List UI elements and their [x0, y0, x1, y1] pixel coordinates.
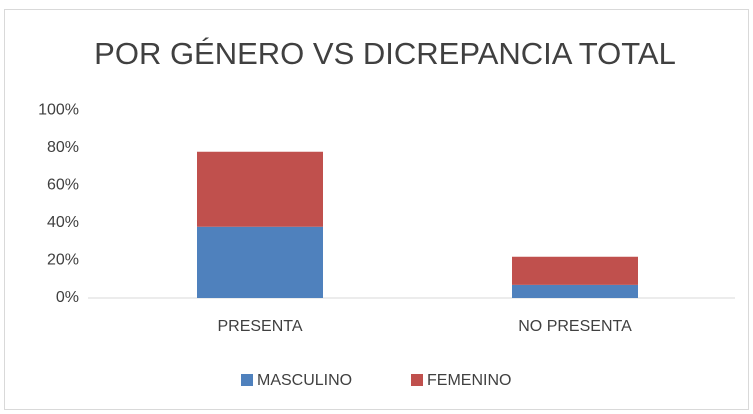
- y-tick-label: 20%: [47, 252, 79, 269]
- chart-title: POR GÉNERO VS DICREPANCIA TOTAL: [94, 36, 676, 71]
- bar-segment: [197, 226, 323, 298]
- bar-segment: [197, 151, 323, 227]
- y-tick-label: 40%: [47, 214, 79, 231]
- bar-segment: [512, 284, 638, 298]
- legend-label: MASCULINO: [257, 372, 352, 389]
- x-tick-label: NO PRESENTA: [518, 318, 632, 335]
- bar-segment: [512, 256, 638, 285]
- y-tick-label: 100%: [38, 102, 79, 119]
- y-tick-label: 60%: [47, 177, 79, 194]
- x-tick-label: PRESENTA: [217, 318, 302, 335]
- y-tick-label: 0%: [56, 289, 79, 306]
- chart-border: [4, 9, 749, 410]
- legend-swatch: [411, 374, 423, 386]
- y-tick-label: 80%: [47, 139, 79, 156]
- legend-swatch: [241, 374, 253, 386]
- legend-label: FEMENINO: [427, 372, 511, 389]
